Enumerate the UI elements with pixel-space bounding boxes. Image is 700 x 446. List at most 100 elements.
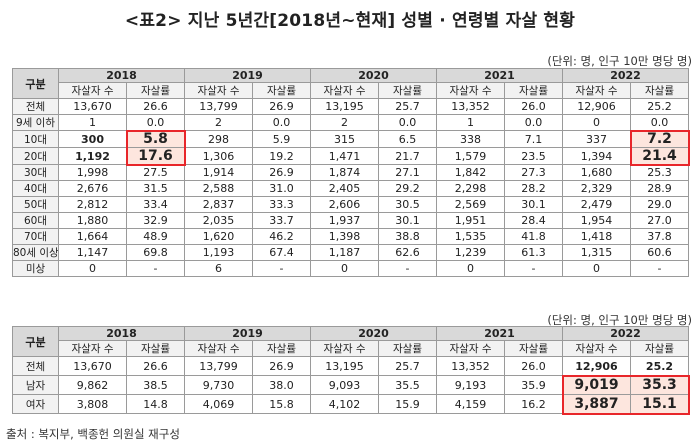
table-cell: 1,951 (436, 212, 505, 229)
table-cell: 315 (310, 130, 379, 148)
table-cell: 2,479 (562, 196, 631, 213)
sex-rate-header: 자살률 (630, 340, 689, 357)
sex-category-header: 구분 (12, 326, 59, 357)
table-row: 9세 이하 1 0.0 2 0.0 2 0.0 1 0.0 0 0.0 (12, 114, 689, 131)
age-year-header: 2018 (58, 68, 185, 83)
table-cell: 0 (58, 260, 127, 277)
age-rate-header: 자살률 (504, 82, 563, 99)
table-cell: 1,620 (184, 228, 253, 245)
table-cell: 2,035 (184, 212, 253, 229)
table-cell: 13,195 (310, 356, 379, 376)
table-cell: 0 (310, 260, 379, 277)
age-year-header: 2021 (436, 68, 563, 83)
table-cell: 38.8 (378, 228, 437, 245)
table-cell: 0.0 (630, 114, 689, 131)
table-cell: 27.1 (378, 164, 437, 181)
table-cell: 27.5 (126, 164, 185, 181)
table-cell: 13,670 (58, 98, 127, 115)
row-label: 30대 (12, 164, 59, 181)
table-cell: 33.3 (252, 196, 311, 213)
table-cell: 13,352 (436, 98, 505, 115)
table-cell: 1,842 (436, 164, 505, 181)
table-cell: - (126, 260, 185, 277)
table-cell: 4,069 (184, 394, 253, 414)
table-cell: 1,998 (58, 164, 127, 181)
age-suicide-table: 구분 2018 2019 2020 2021 2022 자살자 수 자살률 자살자 수 자살률 자살… (12, 68, 689, 277)
table-cell: 0.0 (378, 114, 437, 131)
row-label: 50대 (12, 196, 59, 213)
table-cell: 29.2 (378, 180, 437, 197)
row-label: 전체 (12, 98, 59, 115)
table-cell: 19.2 (252, 147, 311, 165)
table-cell: 1,680 (562, 164, 631, 181)
table-row: 30대 1,998 27.5 1,914 26.9 1,874 27.1 1,842 27.3 1… (12, 164, 689, 181)
table-cell: 2,837 (184, 196, 253, 213)
table-cell: 26.0 (504, 356, 563, 376)
table-cell: - (378, 260, 437, 277)
age-rate-header: 자살률 (630, 82, 689, 99)
table-cell: 1,187 (310, 244, 379, 261)
table-cell: - (504, 260, 563, 277)
sex-count-header: 자살자 수 (310, 340, 379, 357)
table-cell: 6.5 (378, 130, 437, 148)
table-cell: 1,471 (310, 147, 379, 165)
table-cell: 1,954 (562, 212, 631, 229)
table-cell: 28.4 (504, 212, 563, 229)
row-label: 70대 (12, 228, 59, 245)
table-row: 40대 2,676 31.5 2,588 31.0 2,405 29.2 2,298 28.2 2… (12, 180, 689, 197)
table-cell: 16.2 (504, 394, 563, 414)
table-cell: 23.5 (504, 147, 563, 165)
table-cell: 38.5 (126, 375, 185, 395)
table-cell: 15.8 (252, 394, 311, 414)
age-year-header: 2020 (310, 68, 437, 83)
age-year-header: 2022 (562, 68, 689, 83)
age-count-header: 자살자 수 (562, 82, 631, 99)
table-cell: 1,193 (184, 244, 253, 261)
table-cell: 1 (58, 114, 127, 131)
table-cell: 2,588 (184, 180, 253, 197)
row-label: 20대 (12, 147, 59, 165)
table-cell: 31.5 (126, 180, 185, 197)
table-cell: 21.7 (378, 147, 437, 165)
table-cell: 26.6 (126, 356, 185, 376)
table-row: 여자 3,808 14.8 4,069 15.8 4,102 15.9 4,159 16.2 3,… (12, 394, 689, 414)
table-cell: 25.2 (630, 356, 689, 376)
table-cell: 7.1 (504, 130, 563, 148)
table-cell: 27.3 (504, 164, 563, 181)
table-cell: 9,193 (436, 375, 505, 395)
table-cell: 4,102 (310, 394, 379, 414)
table-cell: 1,418 (562, 228, 631, 245)
table-cell: 25.7 (378, 356, 437, 376)
row-label: 여자 (12, 394, 59, 414)
table-cell: 2,329 (562, 180, 631, 197)
table-cell: 27.0 (630, 212, 689, 229)
age-rate-header: 자살률 (126, 82, 185, 99)
table-row: 10대 300 5.8 298 5.9 315 6.5 338 7.1 337 7.2 (12, 130, 689, 148)
sex-suicide-table: 구분 2018 2019 2020 2021 2022 자살자 수 자살률 자살자 수 자살률 자살… (12, 326, 689, 414)
sex-rate-header: 자살률 (252, 340, 311, 357)
table-cell: 0.0 (252, 114, 311, 131)
age-count-header: 자살자 수 (436, 82, 505, 99)
table-row: 50대 2,812 33.4 2,837 33.3 2,606 30.5 2,569 30.1 2… (12, 196, 689, 213)
table-cell: 2,569 (436, 196, 505, 213)
table-cell: 30.5 (378, 196, 437, 213)
table-cell: 13,670 (58, 356, 127, 376)
table-cell: 14.8 (126, 394, 185, 414)
table-cell: 25.7 (378, 98, 437, 115)
table-cell: 21.4 (630, 147, 689, 165)
table-cell: 1,394 (562, 147, 631, 165)
table-cell: 3,887 (562, 394, 631, 414)
table-cell: 1,192 (58, 147, 127, 165)
table-cell: 33.7 (252, 212, 311, 229)
age-count-header: 자살자 수 (58, 82, 127, 99)
unit-note-1: (단위: 명, 인구 10만 명당 명) (547, 54, 692, 68)
table-row: 전체 13,670 26.6 13,799 26.9 13,195 25.7 13,352 26… (12, 98, 689, 115)
table-cell: 1,535 (436, 228, 505, 245)
table-cell: 28.9 (630, 180, 689, 197)
row-label: 9세 이하 (12, 114, 59, 131)
table-cell: - (252, 260, 311, 277)
table-cell: 1,306 (184, 147, 253, 165)
table-cell: 1,147 (58, 244, 127, 261)
sex-year-header: 2020 (310, 326, 437, 341)
table-row: 전체 13,670 26.6 13,799 26.9 13,195 25.7 13,352 26… (12, 356, 689, 376)
